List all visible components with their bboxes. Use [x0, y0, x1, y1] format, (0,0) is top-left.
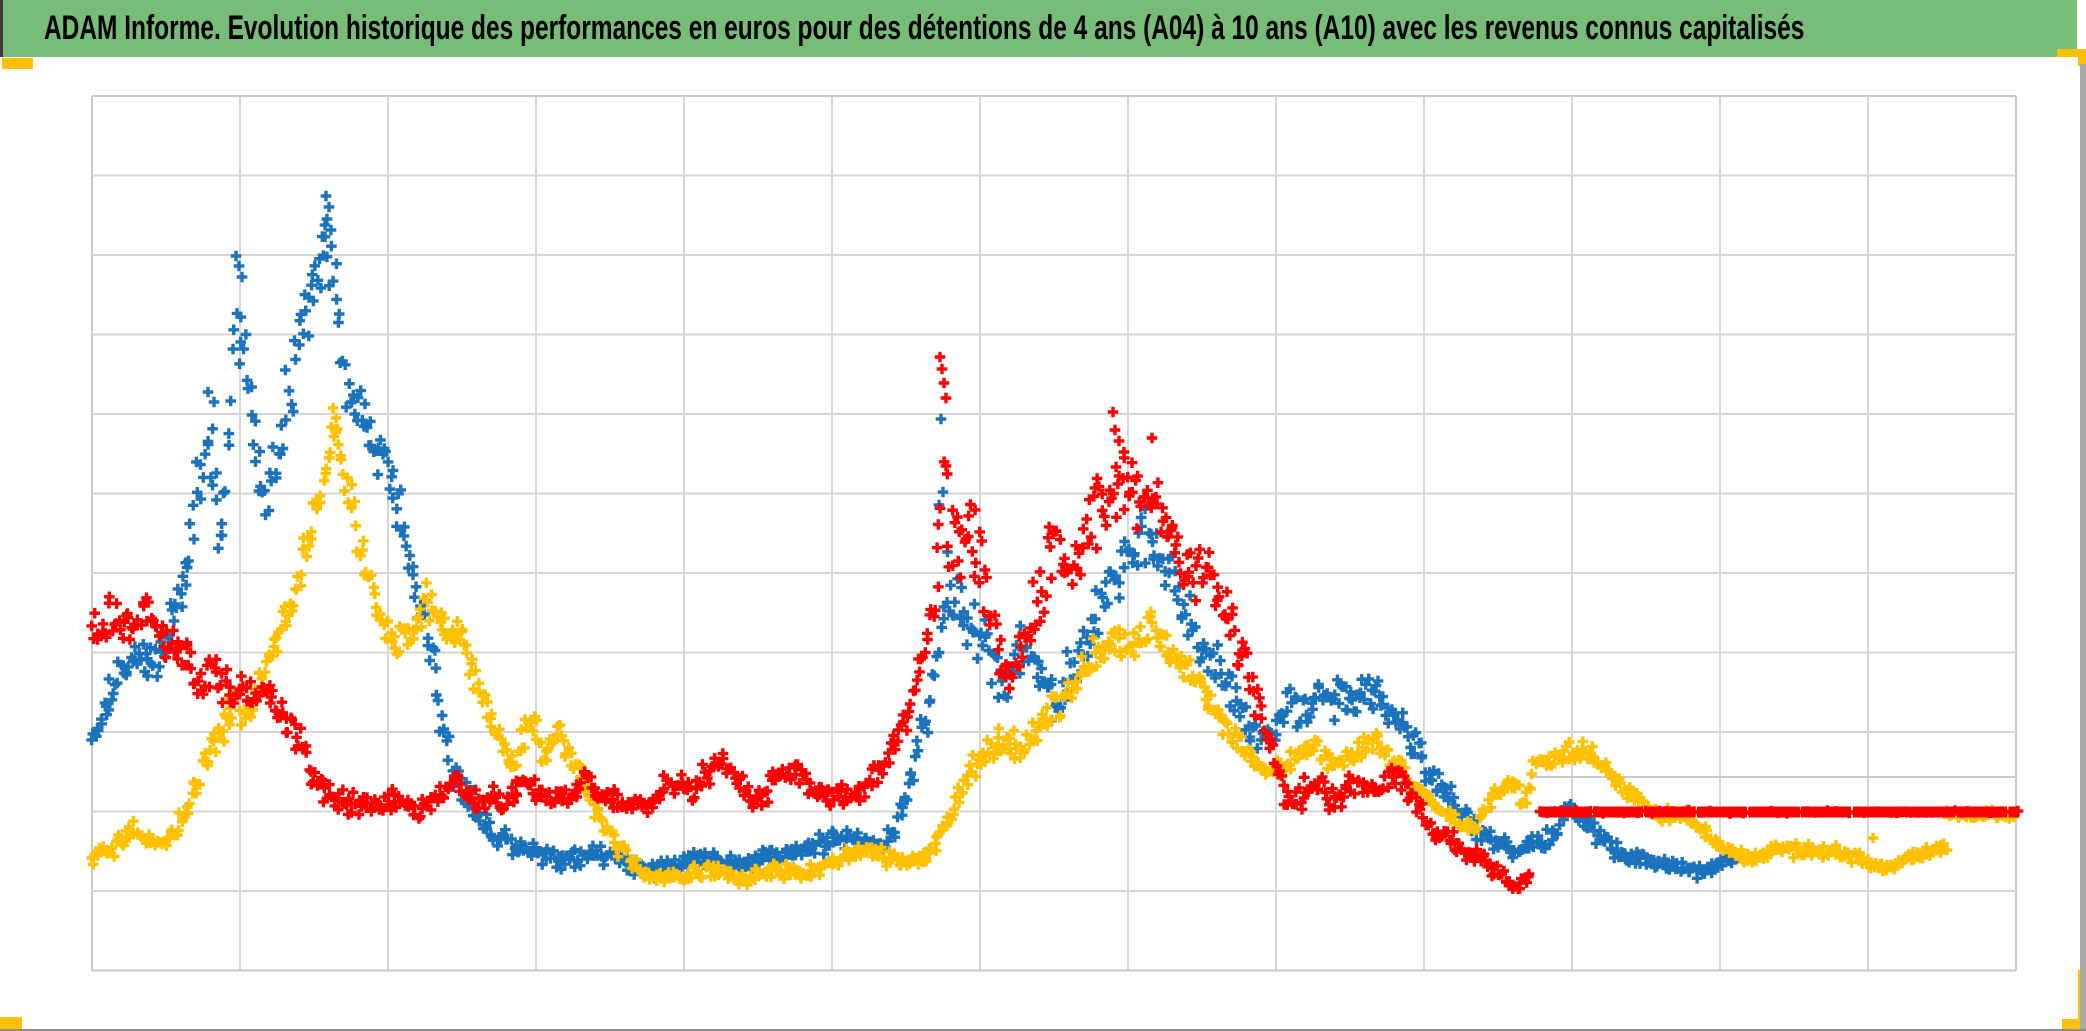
yellow-accent-top-left — [2, 58, 33, 69]
yellow-accent-corner-top-right-h — [2057, 49, 2086, 57]
yellow-accent-bottom-left — [0, 1017, 22, 1029]
window-bottom-edge[interactable] — [0, 1029, 2086, 1031]
yellow-accent-corner-top-right-v — [2078, 49, 2086, 66]
chart-title-bar: ADAM Informe. Evolution historique des p… — [0, 0, 2077, 57]
window-right-edge[interactable] — [2080, 64, 2086, 1031]
chart-title: ADAM Informe. Evolution historique des p… — [44, 9, 1805, 47]
window-left-edge — [0, 0, 3, 57]
plot-series — [84, 188, 2026, 896]
